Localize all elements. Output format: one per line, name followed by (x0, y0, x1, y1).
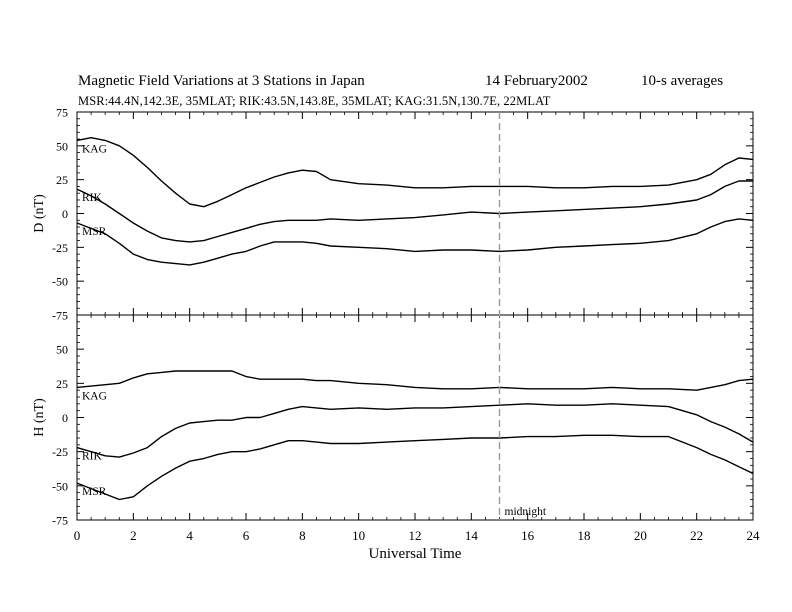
y-tick-label: 0 (62, 207, 68, 221)
chart-title: Magnetic Field Variations at 3 Stations … (78, 73, 365, 89)
panel-d: -75 -50 -25 0 25 50 75 D (nT) KAG RIK MSR (32, 106, 754, 323)
chart-date: 14 February2002 (485, 73, 588, 89)
x-axis-label: Universal Time (369, 546, 462, 562)
series-label-rik: RIK (82, 192, 103, 204)
panel-h: -75 -50 -25 0 25 50 H (nT) KAG RIK MSR (32, 314, 754, 528)
series-label-msr: MSR (82, 486, 107, 498)
x-tick-label: 10 (352, 528, 365, 543)
y-tick-label: 25 (56, 377, 68, 391)
series-line-rik (76, 403, 754, 458)
y-tick-label: 50 (56, 343, 68, 357)
y-tick-label: 75 (56, 106, 68, 120)
y-tick-label: 25 (56, 173, 68, 187)
series-line-rik (76, 180, 753, 243)
panel-frame (76, 314, 754, 521)
x-tick-label: 22 (690, 528, 703, 543)
y-tick-label: -75 (52, 514, 68, 528)
x-tick-label: 20 (634, 528, 647, 543)
series-label-kag: KAG (82, 143, 107, 155)
x-tick-label: 24 (747, 528, 761, 543)
series-line-msr (76, 218, 754, 266)
y-axis-label: D (nT) (32, 194, 47, 233)
x-tick-label: 4 (186, 528, 193, 543)
y-tick-label: 50 (56, 139, 68, 153)
x-tick-label: 6 (243, 528, 250, 543)
chart-averaging: 10-s averages (641, 73, 724, 89)
x-tick-label: 16 (521, 528, 535, 543)
series-label-msr: MSR (82, 226, 107, 238)
x-tick-label: 0 (74, 528, 81, 543)
series-line-msr (76, 434, 754, 501)
x-tick-label: 12 (409, 528, 422, 543)
series-label-kag: KAG (82, 390, 107, 402)
y-tick-label: -50 (52, 275, 68, 289)
y-tick-label: -50 (52, 479, 68, 493)
x-tick-label: 2 (130, 528, 137, 543)
x-tick-label: 8 (299, 528, 306, 543)
panel-frame (76, 111, 754, 316)
midnight-label: midnight (505, 506, 547, 518)
series-line-kag (76, 137, 754, 208)
series-line-kag (76, 370, 754, 391)
y-axis-label: H (nT) (32, 398, 47, 437)
station-info: MSR:44.4N,142.3E, 35MLAT; RIK:43.5N,143.… (78, 94, 551, 108)
y-tick-label: 0 (62, 411, 68, 425)
y-tick-label: -25 (52, 241, 68, 255)
x-tick-label: 14 (465, 528, 479, 543)
y-tick-label: -75 (52, 309, 68, 323)
series-label-rik: RIK (82, 451, 103, 463)
x-tick-label: 18 (578, 528, 591, 543)
y-tick-label: -25 (52, 445, 68, 459)
